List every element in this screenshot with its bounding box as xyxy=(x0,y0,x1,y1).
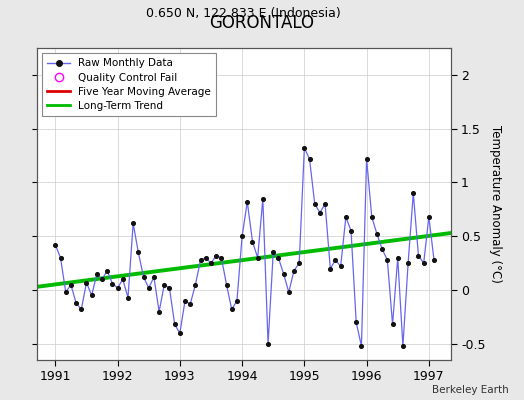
Point xyxy=(118,276,127,282)
Point xyxy=(233,298,241,304)
Point xyxy=(227,306,236,313)
Point xyxy=(352,319,361,326)
Point xyxy=(254,254,262,261)
Point xyxy=(196,257,205,263)
Legend: Raw Monthly Data, Quality Control Fail, Five Year Moving Average, Long-Term Tren: Raw Monthly Data, Quality Control Fail, … xyxy=(42,53,216,116)
Text: GORONTALO: GORONTALO xyxy=(210,14,314,32)
Point xyxy=(331,257,340,263)
Point xyxy=(248,238,257,245)
Point xyxy=(357,343,366,349)
Point xyxy=(404,260,412,266)
Point xyxy=(305,156,314,162)
Point xyxy=(430,257,438,263)
Point xyxy=(129,220,137,226)
Point xyxy=(160,282,169,288)
Point xyxy=(311,201,319,207)
Point xyxy=(295,260,303,266)
Point xyxy=(124,294,132,301)
Point xyxy=(259,196,267,202)
Point xyxy=(414,252,423,259)
Point xyxy=(373,231,381,237)
Point xyxy=(202,254,210,261)
Point xyxy=(61,289,70,296)
Point xyxy=(212,252,220,259)
Point xyxy=(321,201,329,207)
Point xyxy=(342,214,350,220)
Point xyxy=(274,254,282,261)
Point xyxy=(316,210,324,216)
Point xyxy=(409,190,418,196)
Point xyxy=(378,246,386,252)
Point xyxy=(108,280,117,287)
Point xyxy=(56,254,64,261)
Point xyxy=(222,282,231,288)
Point xyxy=(98,276,106,282)
Point xyxy=(170,321,179,328)
Point xyxy=(264,341,272,347)
Point xyxy=(191,282,200,288)
Point xyxy=(394,254,402,261)
Point xyxy=(113,285,122,291)
Point xyxy=(186,301,194,307)
Point xyxy=(77,306,85,313)
Point xyxy=(72,300,80,306)
Point xyxy=(424,214,433,220)
Point xyxy=(269,249,277,256)
Point xyxy=(290,268,298,274)
Point xyxy=(363,156,371,162)
Point xyxy=(285,289,293,296)
Point xyxy=(93,271,101,277)
Point xyxy=(238,233,246,240)
Point xyxy=(383,257,391,263)
Point xyxy=(217,254,225,261)
Point xyxy=(103,268,112,274)
Point xyxy=(300,145,309,151)
Point xyxy=(243,199,252,205)
Point xyxy=(150,274,158,280)
Point xyxy=(145,285,153,291)
Point xyxy=(336,263,345,270)
Title: 0.650 N, 122.833 E (Indonesia): 0.650 N, 122.833 E (Indonesia) xyxy=(146,8,341,20)
Point xyxy=(134,249,143,256)
Point xyxy=(88,292,96,299)
Point xyxy=(279,271,288,277)
Point xyxy=(399,343,407,349)
Point xyxy=(388,321,397,328)
Text: Berkeley Earth: Berkeley Earth xyxy=(432,385,508,395)
Point xyxy=(155,308,163,315)
Y-axis label: Temperature Anomaly (°C): Temperature Anomaly (°C) xyxy=(489,125,502,283)
Point xyxy=(181,298,189,304)
Point xyxy=(165,285,173,291)
Point xyxy=(139,274,148,280)
Point xyxy=(82,279,91,286)
Point xyxy=(207,260,215,266)
Point xyxy=(347,228,355,234)
Point xyxy=(67,282,75,288)
Point xyxy=(367,214,376,220)
Point xyxy=(420,260,428,266)
Point xyxy=(326,265,334,272)
Point xyxy=(176,330,184,336)
Point xyxy=(51,242,60,248)
